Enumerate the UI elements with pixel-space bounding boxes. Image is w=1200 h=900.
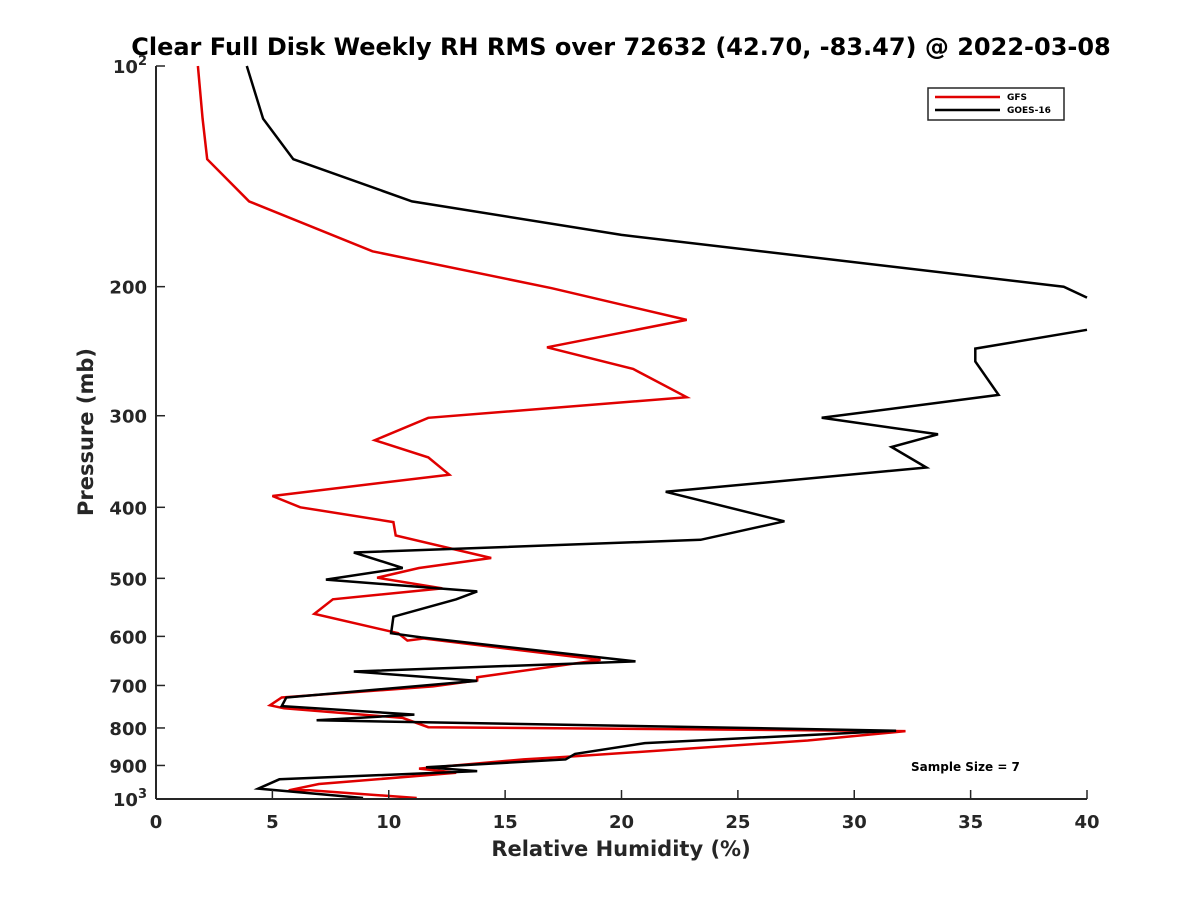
- series-line-goes16-2: [253, 328, 1088, 800]
- legend-box: [927, 87, 1065, 121]
- x-axis-label: Relative Humidity (%): [491, 837, 750, 861]
- sample-size-annotation: Sample Size = 7: [911, 760, 1020, 774]
- y-tick-label: 102: [113, 54, 147, 78]
- series-line-goes16-1: [245, 65, 1088, 299]
- y-tick-label: 500: [109, 569, 147, 590]
- plot-area: [196, 65, 1088, 800]
- legend-label-gfs: GFS: [1007, 93, 1027, 103]
- y-axis-ticks: 102 200 300 400 500 600 700 800 900 103: [109, 54, 165, 811]
- x-tick-label: 25: [725, 812, 750, 833]
- y-axis-label: Pressure (mb): [74, 348, 98, 516]
- x-axis-ticks: 0 5 10 15 20 25 30 35 40: [150, 790, 1100, 833]
- x-tick-label: 35: [958, 812, 983, 833]
- y-tick-label: 700: [109, 676, 147, 697]
- x-tick-label: 15: [493, 812, 518, 833]
- y-tick-label: 900: [109, 756, 147, 777]
- y-tick-label: 800: [109, 719, 147, 740]
- x-tick-label: 40: [1074, 812, 1099, 833]
- y-tick-label: 103: [113, 787, 147, 811]
- legend-label-goes16: GOES-16: [1007, 106, 1051, 116]
- x-tick-label: 20: [609, 812, 634, 833]
- series-line-gfs: [196, 65, 906, 800]
- y-tick-label: 400: [109, 498, 147, 519]
- x-tick-label: 5: [266, 812, 279, 833]
- chart-title: Clear Full Disk Weekly RH RMS over 72632…: [131, 33, 1111, 61]
- y-tick-label: 200: [109, 278, 147, 299]
- x-tick-label: 0: [150, 812, 163, 833]
- x-tick-label: 30: [842, 812, 867, 833]
- y-tick-label: 300: [109, 407, 147, 428]
- x-tick-label: 10: [376, 812, 401, 833]
- legend: GFS GOES-16: [927, 87, 1065, 121]
- y-tick-label: 600: [109, 627, 147, 648]
